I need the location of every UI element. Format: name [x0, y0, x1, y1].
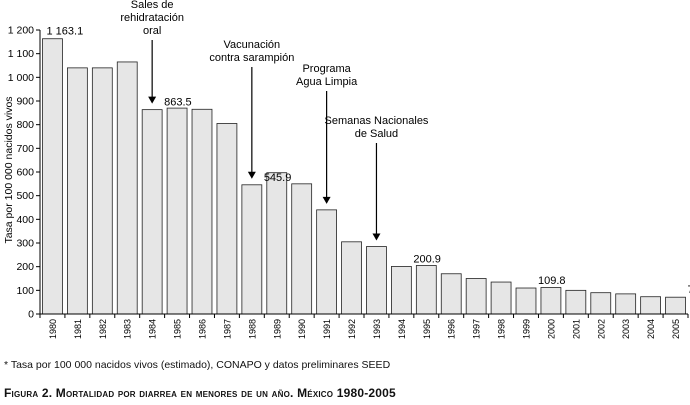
- y-tick-label: 0: [28, 309, 34, 321]
- y-tick-label: 400: [16, 214, 34, 226]
- y-axis-label: Tasa por 100 000 nacidos vivos: [3, 96, 15, 243]
- footnote: * Tasa por 100 000 nacidos vivos (estima…: [4, 359, 391, 371]
- annotation-text: contra sarampión: [209, 52, 294, 64]
- x-tick-label: 1995: [422, 319, 432, 339]
- y-tick-label: 500: [16, 190, 34, 202]
- x-axis: 1980 1981 1982 1983 1984 1985 1986 1987 1988 1989…: [39, 313, 689, 339]
- x-tick-label: 1983: [123, 319, 133, 339]
- y-tick-label: 100: [16, 285, 34, 297]
- annotation-text: Programa: [302, 63, 351, 75]
- bar: [465, 278, 487, 315]
- annotation-text: de Salud: [355, 128, 398, 140]
- annotation-text: Sales de: [131, 0, 174, 11]
- y-tick-label: 1 100: [8, 48, 34, 60]
- bar: [291, 183, 313, 315]
- bar: [67, 67, 88, 315]
- x-tick-label: 1991: [322, 319, 332, 339]
- y-tick-label: 900: [16, 96, 34, 108]
- annotation-text: oral: [143, 25, 161, 37]
- x-tick-label: 1984: [148, 319, 158, 339]
- data-labels: 1 163.1 863.5 545.9 200.9 109.8 71.0: [46, 26, 690, 296]
- x-tick-label: 1997: [472, 319, 482, 339]
- y-tick-label: 600: [16, 167, 34, 179]
- bar: [540, 287, 562, 315]
- annotation-arrow-head: [247, 171, 256, 179]
- bar: [366, 246, 387, 315]
- x-tick-label: 1982: [98, 319, 108, 339]
- bar: [191, 108, 213, 315]
- x-tick-label: 1998: [497, 319, 507, 339]
- x-tick-label: 2001: [571, 319, 581, 339]
- x-tick-label: 2003: [621, 319, 631, 339]
- bar: [391, 266, 412, 315]
- bar: [615, 293, 637, 315]
- x-tick-label: 1988: [247, 319, 257, 339]
- x-tick-label: 1981: [73, 319, 83, 339]
- bar: [490, 281, 512, 315]
- data-label: 1 163.1: [46, 26, 83, 38]
- x-tick-label: 1980: [48, 319, 58, 339]
- bar: [665, 296, 686, 315]
- x-tick-label: 1996: [447, 319, 457, 339]
- x-tick-label: 1992: [347, 319, 357, 339]
- y-axis: 0 100 200 300 400 500 600 700 800 900 1 000 1 100 1 …: [8, 25, 41, 321]
- bar-chart: 0 100 200 300 400 500 600 700 800 900 1 000 1 100 1 …: [3, 0, 690, 339]
- y-tick-label: 1 200: [8, 25, 34, 37]
- annotation-text: rehidratación: [120, 12, 184, 24]
- x-tick-label: 1985: [173, 319, 183, 339]
- data-label: 200.9: [413, 253, 441, 265]
- x-tick-label: 1994: [397, 319, 407, 339]
- bar: [316, 209, 337, 315]
- bar: [116, 61, 138, 315]
- y-tick-label: 800: [16, 119, 34, 131]
- bar: [640, 296, 661, 315]
- annotation-arrow-head: [322, 196, 331, 204]
- x-tick-label: 2005: [671, 319, 681, 339]
- bar: [590, 292, 612, 315]
- bar: [515, 287, 537, 315]
- annotation-text: Agua Limpia: [296, 76, 358, 88]
- data-label: 545.9: [264, 172, 292, 184]
- x-tick-label: 1987: [222, 319, 232, 339]
- x-tick-label: 1999: [522, 319, 532, 339]
- data-label: 863.5: [164, 97, 192, 109]
- bar: [42, 38, 63, 315]
- x-tick-label: 1990: [297, 319, 307, 339]
- x-tick-label: 2004: [646, 319, 656, 339]
- y-tick-label: 300: [16, 238, 34, 250]
- annotation-text: Semanas Nacionales: [324, 115, 428, 127]
- bars: [42, 38, 686, 315]
- x-tick-label: 1993: [372, 319, 382, 339]
- annotation-text: Vacunación: [224, 39, 281, 51]
- bar: [141, 109, 163, 315]
- y-tick-label: 1 000: [8, 72, 34, 84]
- x-tick-label: 2000: [546, 319, 556, 339]
- annotation-arrow-head: [372, 233, 381, 241]
- bar: [440, 273, 462, 315]
- data-label: 71.0: [688, 284, 690, 296]
- bar: [166, 107, 188, 315]
- bar: [341, 241, 362, 315]
- annotation-arrow-head: [148, 96, 157, 104]
- bar: [241, 184, 263, 315]
- x-tick-label: 2002: [596, 319, 606, 339]
- y-tick-label: 700: [16, 143, 34, 155]
- bar: [216, 123, 238, 315]
- figure-caption: Figura 2. Mortalidad por diarrea en meno…: [4, 386, 396, 400]
- bar: [266, 172, 288, 315]
- bar: [415, 265, 437, 315]
- y-tick-label: 200: [16, 261, 34, 273]
- bar: [565, 289, 587, 315]
- bar: [91, 67, 113, 315]
- x-tick-label: 1986: [198, 319, 208, 339]
- x-tick-label: 1989: [272, 319, 282, 339]
- data-label: 109.8: [538, 275, 566, 287]
